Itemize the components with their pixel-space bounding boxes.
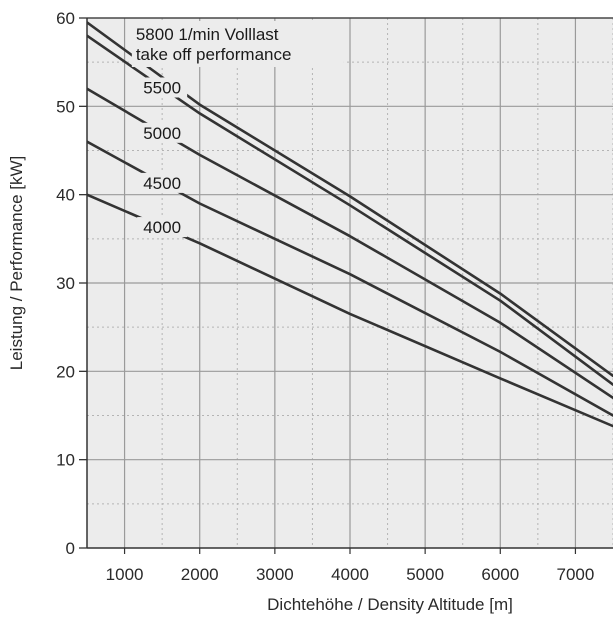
y-axis-title: Leistung / Performance [kW]	[7, 156, 26, 370]
annotation-line-2: take off performance	[136, 45, 292, 64]
x-axis-title: Dichtehöhe / Density Altitude [m]	[267, 595, 513, 614]
curve-labels: 5500 5000 4500 4000	[137, 77, 188, 238]
x-tick-label: 6000	[481, 565, 519, 584]
x-tick-label: 2000	[181, 565, 219, 584]
curve-label-4000: 4000	[143, 218, 181, 237]
series-line-5800	[87, 21, 613, 378]
major-grid	[87, 17, 613, 548]
y-tick-label: 60	[56, 9, 75, 28]
y-tick-label: 30	[56, 274, 75, 293]
y-tick-label: 40	[56, 186, 75, 205]
annotation-line-1: 5800 1/min Volllast	[136, 25, 279, 44]
x-tick-label: 3000	[256, 565, 294, 584]
tick-labels: 0 10 20 30 40 50 60 1000 2000 3000 4000 5000 6000 700…	[56, 9, 594, 584]
curve-label-4500: 4500	[143, 174, 181, 193]
curve-label-bg	[137, 122, 188, 143]
curve-label-5000: 5000	[143, 124, 181, 143]
x-tick-label: 7000	[557, 565, 595, 584]
x-tick-label: 4000	[331, 565, 369, 584]
x-tick-label: 1000	[106, 565, 144, 584]
y-tick-label: 0	[66, 539, 75, 558]
y-tick-label: 50	[56, 97, 75, 116]
annotation-background	[131, 21, 344, 67]
y-tick-label: 20	[56, 362, 75, 381]
curve-label-bg	[137, 172, 188, 193]
curve-label-5500: 5500	[143, 78, 181, 97]
curve-label-bg	[137, 217, 188, 238]
y-tick-label: 10	[56, 451, 75, 470]
x-tick-label: 5000	[406, 565, 444, 584]
curve-label-bg	[137, 77, 188, 98]
